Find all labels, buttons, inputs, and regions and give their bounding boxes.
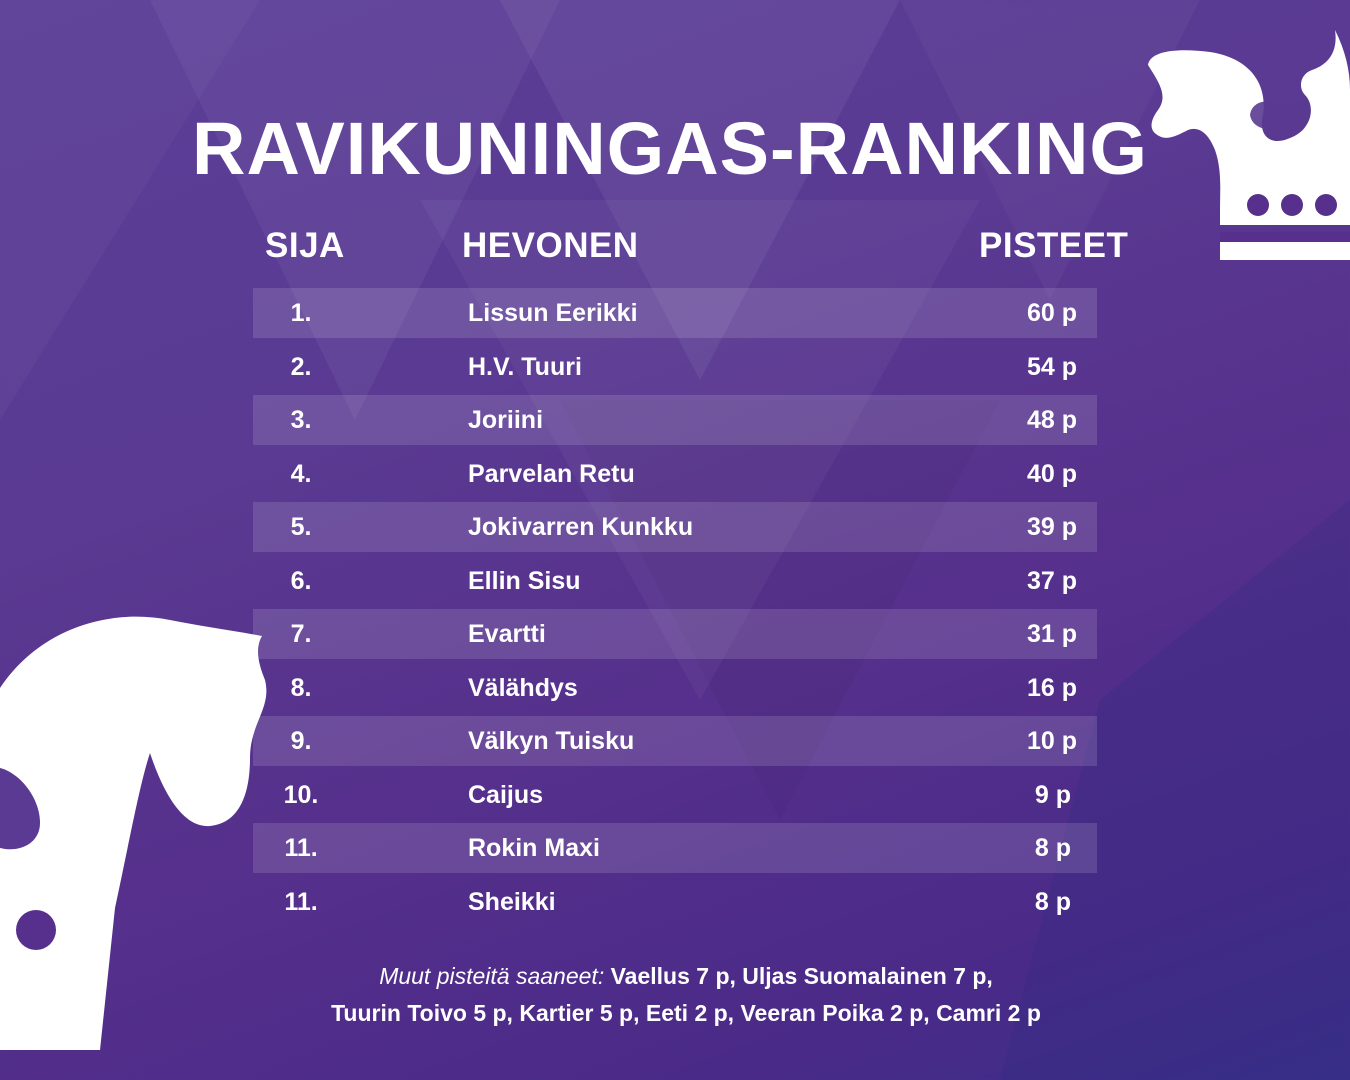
row-horse: Parvelan Retu xyxy=(468,459,635,488)
row-points: 39 p xyxy=(1026,513,1077,541)
row-points: 48 p xyxy=(1026,406,1077,434)
header-horse: HEVONEN xyxy=(462,226,639,265)
row-horse: Caijus xyxy=(468,780,544,809)
row-rank: 2. xyxy=(290,352,312,381)
row-points: 10 p xyxy=(1026,727,1077,755)
table-row: 11. Rokin Maxi 8 p xyxy=(253,823,1097,873)
row-points: 40 p xyxy=(1026,459,1077,488)
footer-label: Muut pisteitä saaneet: xyxy=(379,963,605,989)
row-rank: 11. xyxy=(284,834,318,862)
row-horse: Rokin Maxi xyxy=(468,834,600,862)
row-horse: Jokivarren Kunkku xyxy=(468,513,694,541)
row-horse: H.V. Tuuri xyxy=(468,352,582,381)
row-rank: 1. xyxy=(290,299,312,327)
row-points: 9 p xyxy=(1034,780,1071,809)
row-rank: 8. xyxy=(290,673,312,702)
table-row: 2. H.V. Tuuri 54 p xyxy=(253,342,1097,392)
row-rank: 7. xyxy=(290,620,312,648)
row-rank: 4. xyxy=(290,459,312,488)
row-horse: Välähdys xyxy=(468,673,578,702)
header-points: PISTEET xyxy=(979,226,1129,265)
row-rank: 10. xyxy=(283,780,319,809)
table-row: 1. Lissun Eerikki 60 p xyxy=(253,288,1097,338)
table-row: 8. Välähdys 16 p xyxy=(253,663,1097,713)
row-horse: Välkyn Tuisku xyxy=(468,727,635,755)
table-row: 6. Ellin Sisu 37 p xyxy=(253,556,1097,606)
header-rank: SIJA xyxy=(265,226,345,265)
row-rank: 6. xyxy=(290,566,312,595)
table-row: 7. Evartti 31 p xyxy=(253,609,1097,659)
row-rank: 3. xyxy=(290,406,312,434)
row-points: 60 p xyxy=(1026,299,1077,327)
row-horse: Ellin Sisu xyxy=(468,566,581,595)
row-horse: Joriini xyxy=(468,406,544,434)
footer-line1: Vaellus 7 p, Uljas Suomalainen 7 p, xyxy=(610,963,993,989)
row-points: 31 p xyxy=(1026,620,1077,648)
row-horse: Sheikki xyxy=(468,887,556,916)
table-row: 4. Parvelan Retu 40 p xyxy=(253,449,1097,499)
row-horse: Evartti xyxy=(468,620,546,648)
table-row: 5. Jokivarren Kunkku 39 p xyxy=(253,502,1097,552)
table-row: 10. Caijus 9 p xyxy=(253,770,1097,820)
row-rank: 9. xyxy=(290,727,312,755)
ranking-table: 1. Lissun Eerikki 60 p 2. H.V. Tuuri 54 … xyxy=(253,288,1097,930)
footer-line2: Tuurin Toivo 5 p, Kartier 5 p, Eeti 2 p,… xyxy=(331,1000,1041,1026)
row-points: 16 p xyxy=(1026,673,1077,702)
footer-note: Muut pisteitä saaneet: Vaellus 7 p, Ulja… xyxy=(0,958,1350,1032)
row-horse: Lissun Eerikki xyxy=(468,299,638,327)
page-title: RAVIKUNINGAS-RANKING xyxy=(192,107,1148,190)
table-row: 9. Välkyn Tuisku 10 p xyxy=(253,716,1097,766)
table-row: 3. Joriini 48 p xyxy=(253,395,1097,445)
table-row: 11. Sheikki 8 p xyxy=(253,877,1097,927)
row-rank: 5. xyxy=(290,513,312,541)
row-points: 8 p xyxy=(1034,887,1071,916)
row-points: 8 p xyxy=(1034,834,1071,862)
row-rank: 11. xyxy=(284,887,318,916)
row-points: 37 p xyxy=(1026,566,1077,595)
row-points: 54 p xyxy=(1026,352,1077,381)
